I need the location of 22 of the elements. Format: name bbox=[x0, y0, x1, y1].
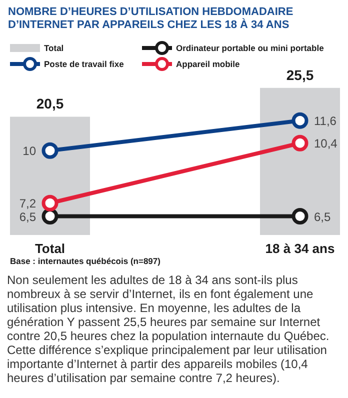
text: Non seulement les adultes de 18 à 34 ans sont-ils plus nombreux à se servir d’Internet, ils en font également une utilisation plus intensive. En moyenne, les adultes de la génération Y passent 25,5 heures par semaine sur Internet contre 20,5 heures chez la population internaute du Québec. Cette différence s’explique principalement par leur utilisation importante d’Internet à partir des appareils mobiles (10,4 heures d’utilisation par semaine contre 7,2 heures). bbox=[7, 273, 330, 385]
point bbox=[292, 112, 308, 129]
point bbox=[42, 208, 58, 224]
legend-label: Appareil mobile bbox=[176, 59, 240, 69]
data-label: 6,5 bbox=[19, 210, 36, 224]
data-label: 7,2 bbox=[19, 196, 36, 211]
data-label: 20,5 bbox=[36, 96, 64, 112]
point bbox=[292, 134, 308, 152]
data-label: 6,5 bbox=[314, 210, 332, 224]
chart-title: NOMBRE D’HEURES D’UTILISATION HEBDOMADAIRE D’INTERNET PAR APPAREILS CHEZ LES 18 À 34 ANS bbox=[8, 6, 294, 31]
data-label: 10,4 bbox=[314, 136, 338, 151]
legend-label: Total bbox=[44, 43, 64, 53]
point bbox=[292, 208, 308, 224]
point bbox=[42, 142, 58, 159]
legend-label: Ordinateur portable ou mini portable bbox=[176, 43, 324, 53]
text: Base : internautes québécois (n=897) bbox=[10, 256, 161, 266]
data-label: 10 bbox=[22, 144, 36, 158]
data-label: 11,6 bbox=[314, 114, 337, 128]
data-label: 25,5 bbox=[286, 66, 314, 83]
x-tick-label: 18 à 34 ans bbox=[265, 241, 335, 256]
legend-label: Poste de travail fixe bbox=[44, 59, 124, 69]
point bbox=[42, 194, 58, 212]
